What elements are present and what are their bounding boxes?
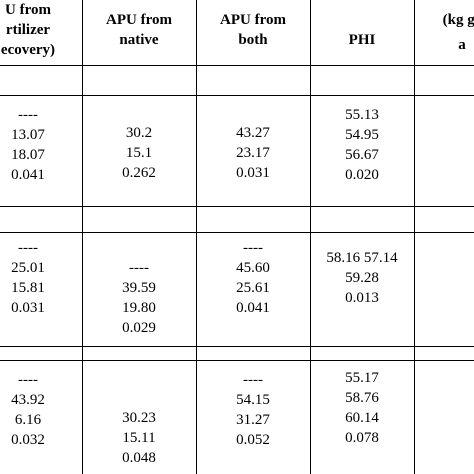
header-text: APU from <box>220 12 286 28</box>
cell-value: 25.61 <box>236 280 270 296</box>
cell-value: 55.13 <box>345 107 379 123</box>
header-text: both <box>238 32 268 48</box>
column-rule <box>196 0 197 474</box>
cell-value: 15.81 <box>11 280 45 296</box>
header-text: U from <box>5 2 51 18</box>
row-rule <box>0 360 474 361</box>
header-text: native <box>119 32 159 48</box>
cell-value: 6.16 <box>14 412 42 428</box>
cell-value: ---- <box>243 240 263 256</box>
header-text: (kg gr <box>442 12 474 28</box>
cell-value: 60.14 <box>345 410 379 426</box>
cell-value: 0.078 <box>345 430 379 446</box>
cell-value: ---- <box>18 372 38 388</box>
row-rule <box>0 232 474 233</box>
column-rule <box>414 0 415 474</box>
column-rule <box>310 0 311 474</box>
header-text: ecovery) <box>0 42 56 58</box>
cell-value: 0.032 <box>11 432 45 448</box>
cell-value: 15.1 <box>125 145 153 161</box>
cell-value: 0.048 <box>122 450 156 466</box>
header-text: a <box>458 37 466 53</box>
cell-value: 0.031 <box>11 300 45 316</box>
cell-value: 30.23 <box>122 410 156 426</box>
row-rule <box>0 95 474 96</box>
cell-value: 25.01 <box>11 260 45 276</box>
cell-value: ---- <box>243 372 263 388</box>
cell-value: 0.029 <box>122 320 156 336</box>
cell-value: 0.262 <box>122 165 156 181</box>
cell-value: 59.28 <box>345 270 379 286</box>
cell-value: 54.95 <box>345 127 379 143</box>
row-rule <box>0 65 474 66</box>
cell-value: ---- <box>18 240 38 256</box>
cell-value: 19.80 <box>122 300 156 316</box>
header-text: APU from <box>106 12 172 28</box>
cell-value: 58.76 <box>345 390 379 406</box>
cell-value: 56.67 <box>345 147 379 163</box>
cell-value: 0.041 <box>236 300 270 316</box>
cell-value: 0.031 <box>236 165 270 181</box>
cell-value: 54.15 <box>236 392 270 408</box>
cell-value: 23.17 <box>236 145 270 161</box>
header-text: PHI <box>348 32 376 48</box>
cell-value: 39.59 <box>122 280 156 296</box>
cell-value: 13.07 <box>11 127 45 143</box>
cell-value: 43.27 <box>236 125 270 141</box>
cell-value: 30.2 <box>125 125 153 141</box>
cell-value: 0.052 <box>236 432 270 448</box>
row-rule <box>0 206 474 207</box>
cell-value: ---- <box>18 107 38 123</box>
cell-value: 0.020 <box>345 167 379 183</box>
cell-value: 45.60 <box>236 260 270 276</box>
cell-value: 31.27 <box>236 412 270 428</box>
header-text: rtilizer <box>5 22 51 38</box>
cell-value: 0.013 <box>345 290 379 306</box>
cell-value: 15.11 <box>122 430 156 446</box>
cell-value: 18.07 <box>11 147 45 163</box>
cell-value: 0.041 <box>11 167 45 183</box>
cell-value: 58.16 57.14 <box>326 250 398 266</box>
cell-value: ---- <box>129 260 149 276</box>
row-rule <box>0 346 474 347</box>
cell-value: 43.92 <box>11 392 45 408</box>
column-rule <box>82 0 83 474</box>
cell-value: 55.17 <box>345 370 379 386</box>
